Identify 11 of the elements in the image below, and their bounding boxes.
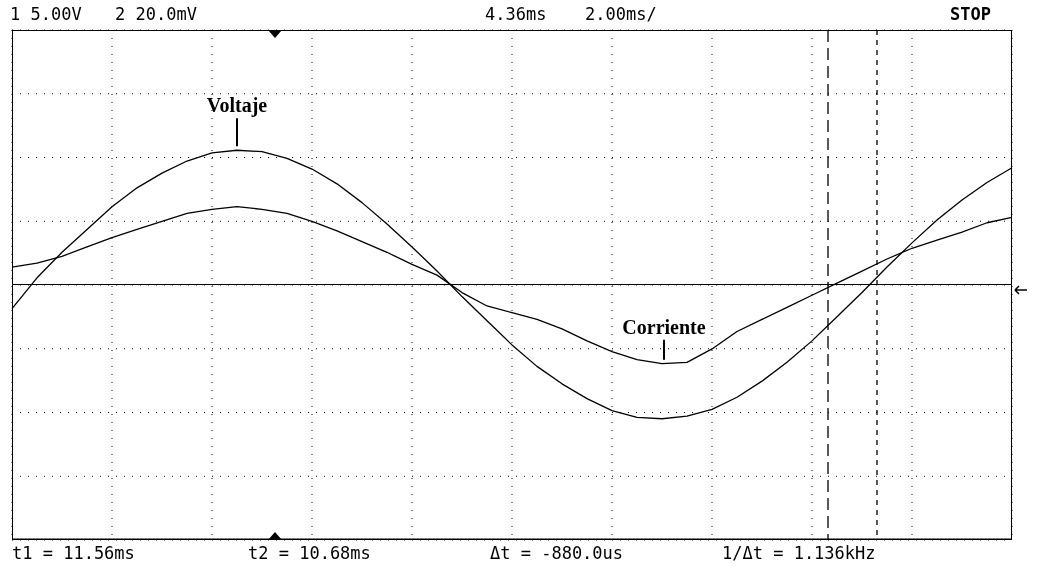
text: STOP (950, 4, 991, 24)
text: 2.00ms/ (585, 4, 657, 24)
series-label: Corriente (622, 315, 706, 338)
text: t1 = 11.56ms (12, 543, 135, 563)
text: 2 20.0mV (115, 4, 197, 24)
series-label: Voltaje (206, 94, 268, 118)
text: Δt = -880.0us (490, 543, 624, 563)
text: t2 = 10.68ms (248, 543, 371, 563)
text: 1 5.00V (10, 4, 82, 24)
text: 1/Δt = 1.136kHz (722, 543, 876, 563)
text: 4.36ms (485, 4, 547, 24)
